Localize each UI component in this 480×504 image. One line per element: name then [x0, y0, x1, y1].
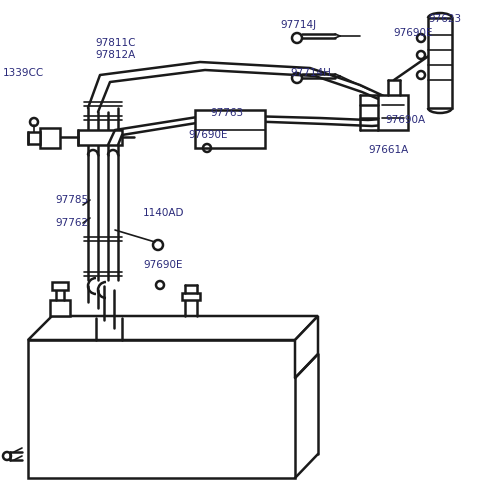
Polygon shape — [28, 340, 295, 478]
Text: 97690E: 97690E — [143, 260, 182, 270]
Polygon shape — [78, 130, 122, 145]
Text: 1140AD: 1140AD — [143, 208, 184, 218]
Polygon shape — [378, 95, 408, 130]
Text: 1339CC: 1339CC — [3, 68, 44, 78]
Text: 97714H: 97714H — [290, 68, 331, 78]
Text: 97762: 97762 — [55, 218, 88, 228]
Polygon shape — [28, 132, 40, 144]
Text: 97763: 97763 — [210, 108, 243, 118]
Polygon shape — [52, 282, 68, 290]
Polygon shape — [295, 316, 318, 378]
Text: 97811C: 97811C — [95, 38, 135, 48]
Text: 97623: 97623 — [428, 14, 461, 24]
Polygon shape — [28, 316, 318, 340]
Polygon shape — [428, 18, 452, 108]
Text: 97690E: 97690E — [393, 28, 432, 38]
Text: 97812A: 97812A — [95, 50, 135, 60]
Polygon shape — [182, 293, 200, 300]
Text: 97690E: 97690E — [188, 130, 228, 140]
Text: 97714J: 97714J — [280, 20, 316, 30]
Polygon shape — [195, 110, 265, 148]
Polygon shape — [50, 300, 70, 316]
Polygon shape — [40, 128, 60, 148]
Text: 97690A: 97690A — [385, 115, 425, 125]
Text: 97785: 97785 — [55, 195, 88, 205]
Text: 97661A: 97661A — [368, 145, 408, 155]
